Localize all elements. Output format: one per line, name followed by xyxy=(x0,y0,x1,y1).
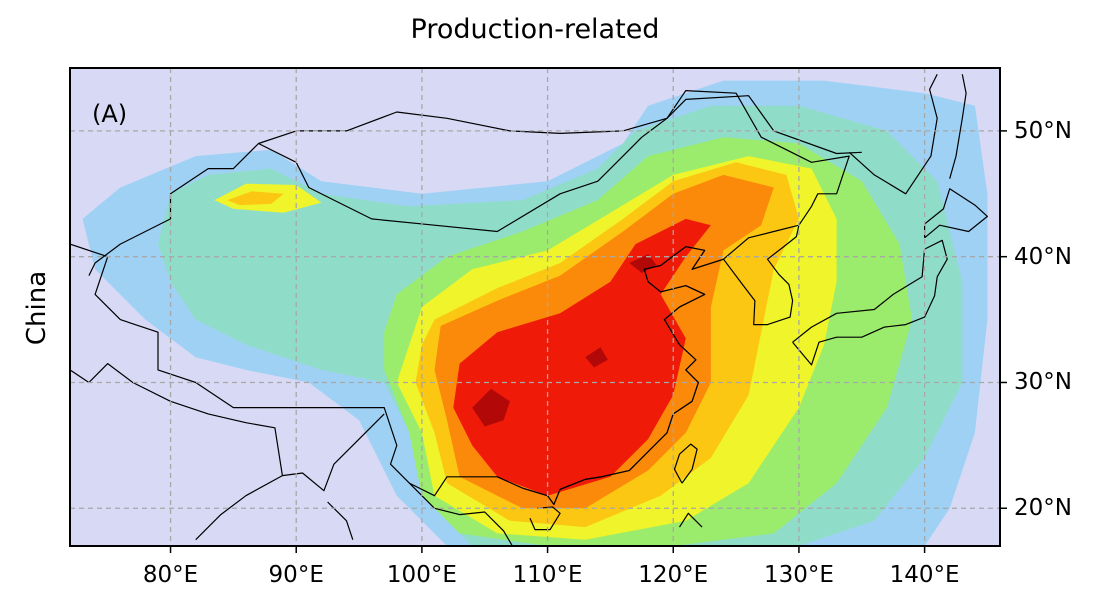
border-china-south xyxy=(70,243,523,497)
lat-tick-label: 20°N xyxy=(1014,495,1072,522)
border-indochina xyxy=(408,482,513,546)
lon-tick-label: 130°E xyxy=(763,562,834,588)
lat-tick-label: 50°N xyxy=(1014,117,1072,144)
contour-xinjiang-2 xyxy=(227,191,284,206)
coastline-luzon xyxy=(678,512,703,528)
lon-tick-label: 90°E xyxy=(268,562,324,588)
coastline-japan xyxy=(792,239,948,366)
contour-peak-sichuan xyxy=(472,388,510,427)
coastline-sakhalin xyxy=(949,74,967,179)
contour-band-7 xyxy=(453,218,711,496)
panel-label: (A) xyxy=(92,100,128,128)
lon-tick-label: 140°E xyxy=(889,562,960,588)
map-frame xyxy=(69,67,1001,547)
gridlines xyxy=(70,68,1000,546)
coastline-taiwan xyxy=(673,443,698,484)
coastline-korea xyxy=(723,225,800,326)
border-china-north xyxy=(88,90,850,276)
contour-peak-central xyxy=(585,347,608,368)
border-mongolia-russia xyxy=(258,95,862,155)
lon-tick-label: 120°E xyxy=(638,562,709,588)
coastline-china-east xyxy=(522,245,724,506)
border-bangladesh-myanmar xyxy=(282,413,385,492)
lon-tick-label: 100°E xyxy=(386,562,457,588)
lon-tick-label: 80°E xyxy=(142,562,199,588)
lat-tick-label: 30°N xyxy=(1014,369,1072,396)
lon-tick-label: 110°E xyxy=(512,562,583,588)
border-india-north xyxy=(70,363,283,541)
map-title: Production-related xyxy=(410,14,660,45)
coastline-hainan xyxy=(529,506,561,531)
coastline-hokkaido xyxy=(924,188,988,239)
coastline-russia-east xyxy=(848,74,938,195)
lat-tick-label: 40°N xyxy=(1014,243,1072,270)
